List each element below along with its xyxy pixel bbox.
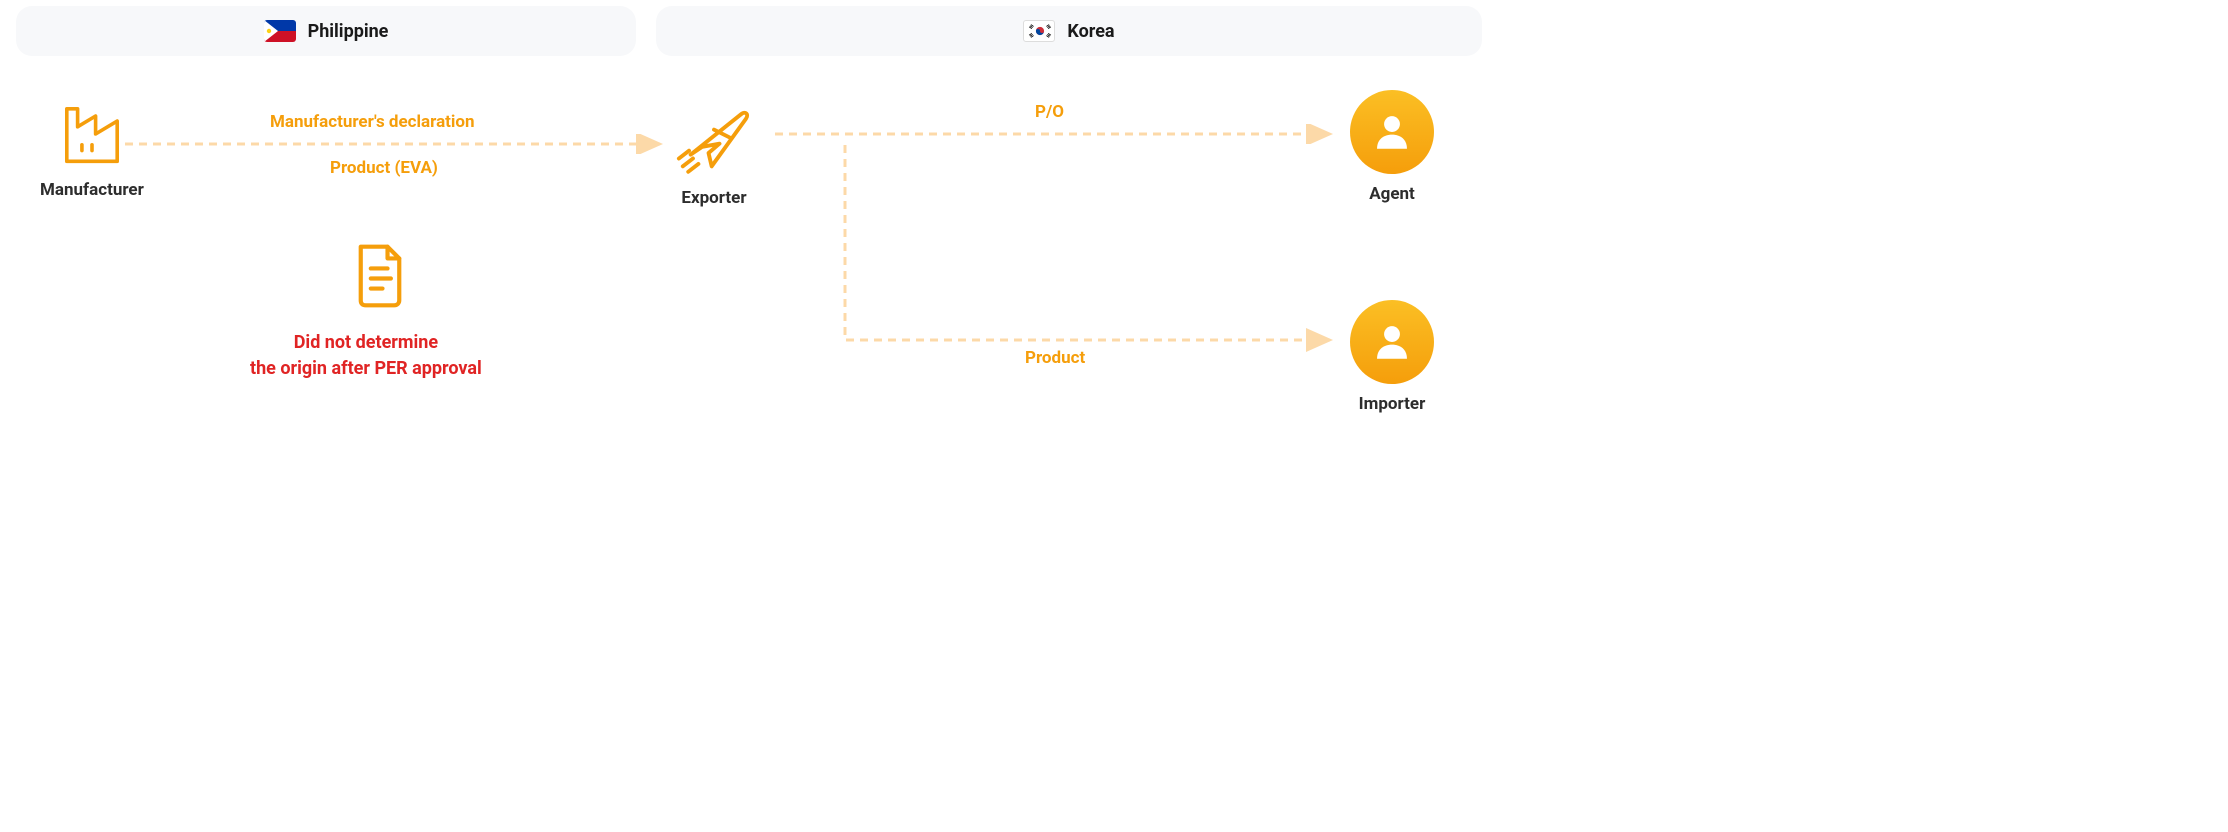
country-label-philippine: Philippine (308, 21, 389, 42)
document-icon (350, 240, 410, 312)
arrow-exporter-importer (840, 140, 1340, 360)
country-header-korea: Korea (656, 6, 1482, 56)
agent-label: Agent (1369, 184, 1415, 204)
factory-icon (56, 98, 128, 170)
diagram-container: Philippine Korea Manufacturer (0, 0, 1485, 555)
node-document (350, 240, 410, 312)
country-label-korea: Korea (1067, 21, 1114, 42)
importer-avatar-icon (1350, 300, 1434, 384)
airplane-icon (670, 100, 758, 178)
exporter-label: Exporter (681, 188, 746, 208)
country-header-philippine: Philippine (16, 6, 636, 56)
importer-label: Importer (1359, 394, 1426, 414)
edge-label-declaration: Manufacturer's declaration (270, 112, 475, 132)
warning-line2: the origin after PER approval (250, 356, 482, 382)
flag-korea-icon (1023, 20, 1055, 42)
agent-avatar-icon (1350, 90, 1434, 174)
manufacturer-label: Manufacturer (40, 180, 144, 200)
node-exporter: Exporter (670, 100, 758, 208)
edge-label-product: Product (1025, 348, 1085, 368)
warning-line1: Did not determine (250, 330, 482, 356)
edge-label-product-eva: Product (EVA) (330, 158, 438, 178)
warning-text: Did not determine the origin after PER a… (250, 330, 482, 382)
edge-label-po: P/O (1035, 102, 1064, 122)
node-importer: Importer (1350, 300, 1434, 414)
arrow-manu-exporter (125, 134, 670, 154)
flag-philippine-icon (264, 20, 296, 42)
node-agent: Agent (1350, 90, 1434, 204)
